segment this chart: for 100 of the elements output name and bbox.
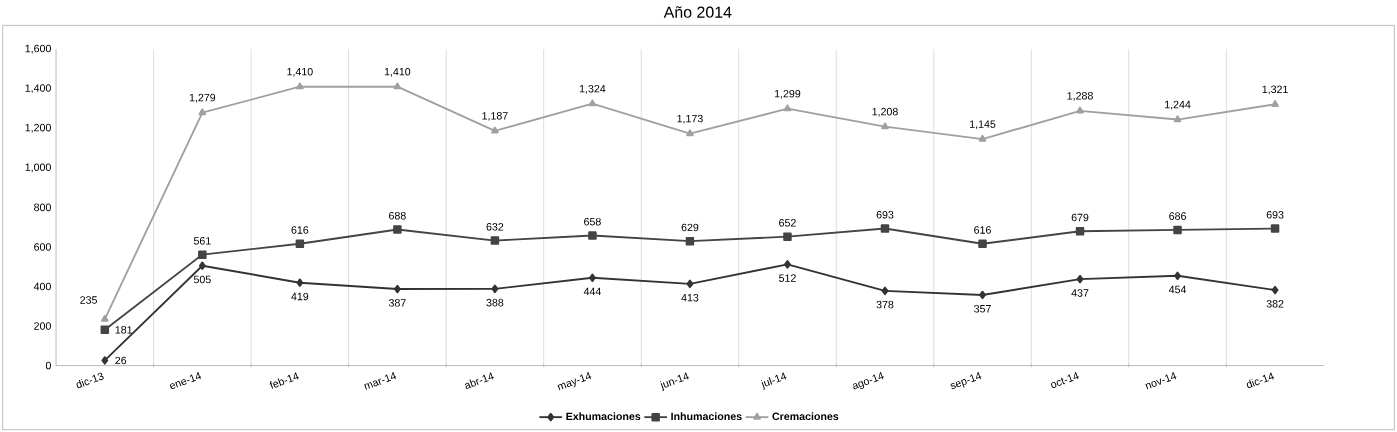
data-label: 658 <box>584 217 601 226</box>
x-tick-label: ene-14 <box>170 371 202 389</box>
point <box>198 250 207 259</box>
legend-label: Exhumaciones <box>566 412 641 420</box>
data-label: 1,324 <box>579 84 606 94</box>
point <box>490 236 500 245</box>
x-tick-label: ago-14 <box>852 371 884 390</box>
point <box>881 286 889 295</box>
point <box>295 239 305 248</box>
x-tick-label: nov-14 <box>1145 371 1177 390</box>
data-label: 1,288 <box>1067 91 1093 101</box>
chart-title: Año 2014 <box>663 6 732 18</box>
point <box>978 239 987 248</box>
y-tick-label: 600 <box>34 243 51 251</box>
point <box>783 232 792 241</box>
data-label: 382 <box>1266 299 1284 308</box>
point <box>978 134 987 142</box>
point <box>1173 225 1182 235</box>
data-label: 1,187 <box>482 111 508 121</box>
data-label: 419 <box>291 292 309 301</box>
point <box>589 273 596 282</box>
data-label: 378 <box>876 300 894 309</box>
y-tick-label: 800 <box>34 203 51 211</box>
data-label: 693 <box>1266 210 1284 219</box>
point <box>100 325 110 334</box>
data-label: 454 <box>1168 285 1187 294</box>
point <box>393 225 402 234</box>
point <box>491 284 499 293</box>
x-tick-label: dic-13 <box>76 372 104 389</box>
y-tick-label: 400 <box>33 282 51 291</box>
data-label: 1,145 <box>970 120 996 129</box>
point <box>393 284 401 294</box>
y-tick-label: 1,000 <box>25 163 51 173</box>
point <box>1271 285 1279 295</box>
data-label: 235 <box>80 296 98 304</box>
point <box>979 290 986 300</box>
y-tick-label: 1,200 <box>25 123 51 133</box>
data-label: 1,208 <box>872 107 898 117</box>
data-label: 616 <box>974 226 991 234</box>
data-label: 1,410 <box>384 67 411 77</box>
data-label: 357 <box>974 304 991 313</box>
y-tick-label: 200 <box>34 322 51 330</box>
data-label: 693 <box>876 210 894 219</box>
x-tick-label: sep-14 <box>950 371 982 389</box>
data-label: 688 <box>389 211 406 220</box>
data-label: 1,173 <box>677 114 703 124</box>
data-label: 652 <box>779 218 796 227</box>
x-tick-label: mar-14 <box>364 371 397 390</box>
x-tick-label: may-14 <box>557 371 592 391</box>
data-label: 632 <box>486 222 504 231</box>
data-label: 629 <box>681 223 699 232</box>
point <box>881 122 889 130</box>
point <box>588 231 597 240</box>
point <box>1076 274 1084 284</box>
point <box>1270 224 1280 233</box>
y-tick-label: 1,400 <box>25 84 51 93</box>
data-label: 413 <box>681 293 699 302</box>
data-label: 1,321 <box>1262 85 1288 95</box>
point <box>491 126 499 134</box>
x-tick-label: abr-14 <box>465 372 494 389</box>
point <box>296 278 304 287</box>
y-tick-label: 1,600 <box>25 44 51 54</box>
data-label: 616 <box>291 226 309 234</box>
data-label: 512 <box>779 274 796 282</box>
point <box>588 99 597 107</box>
point <box>1174 271 1181 280</box>
data-label: 444 <box>583 287 601 295</box>
data-label: 181 <box>115 325 133 334</box>
point <box>101 356 109 365</box>
data-label: 1,244 <box>1165 100 1191 110</box>
data-label: 387 <box>388 298 406 307</box>
x-tick-label: dic-14 <box>1246 372 1275 389</box>
x-tick-label: jul-14 <box>760 372 787 390</box>
x-tick-label: feb-14 <box>269 372 299 389</box>
data-label: 26 <box>115 356 127 365</box>
point <box>686 129 694 137</box>
point <box>784 259 791 269</box>
data-label: 505 <box>193 275 211 284</box>
data-label: 561 <box>193 236 211 245</box>
data-label: 679 <box>1071 213 1089 222</box>
point <box>198 108 207 116</box>
point <box>1271 99 1279 107</box>
point <box>101 314 109 322</box>
point <box>393 82 402 90</box>
data-label: 1,299 <box>774 89 801 99</box>
legend-label: Inhumaciones <box>671 412 742 420</box>
point <box>685 236 695 246</box>
legend-label: Cremaciones <box>772 412 839 420</box>
point <box>686 279 694 289</box>
data-label: 388 <box>486 298 504 307</box>
data-label: 686 <box>1169 212 1186 220</box>
y-tick-label: 0 <box>45 361 51 370</box>
point <box>783 104 792 112</box>
data-label: 1,410 <box>287 67 313 77</box>
point <box>1076 106 1084 114</box>
point <box>296 82 304 90</box>
data-label: 437 <box>1071 289 1089 297</box>
data-label: 1,279 <box>189 93 216 103</box>
point <box>198 261 206 270</box>
point <box>1173 115 1182 122</box>
